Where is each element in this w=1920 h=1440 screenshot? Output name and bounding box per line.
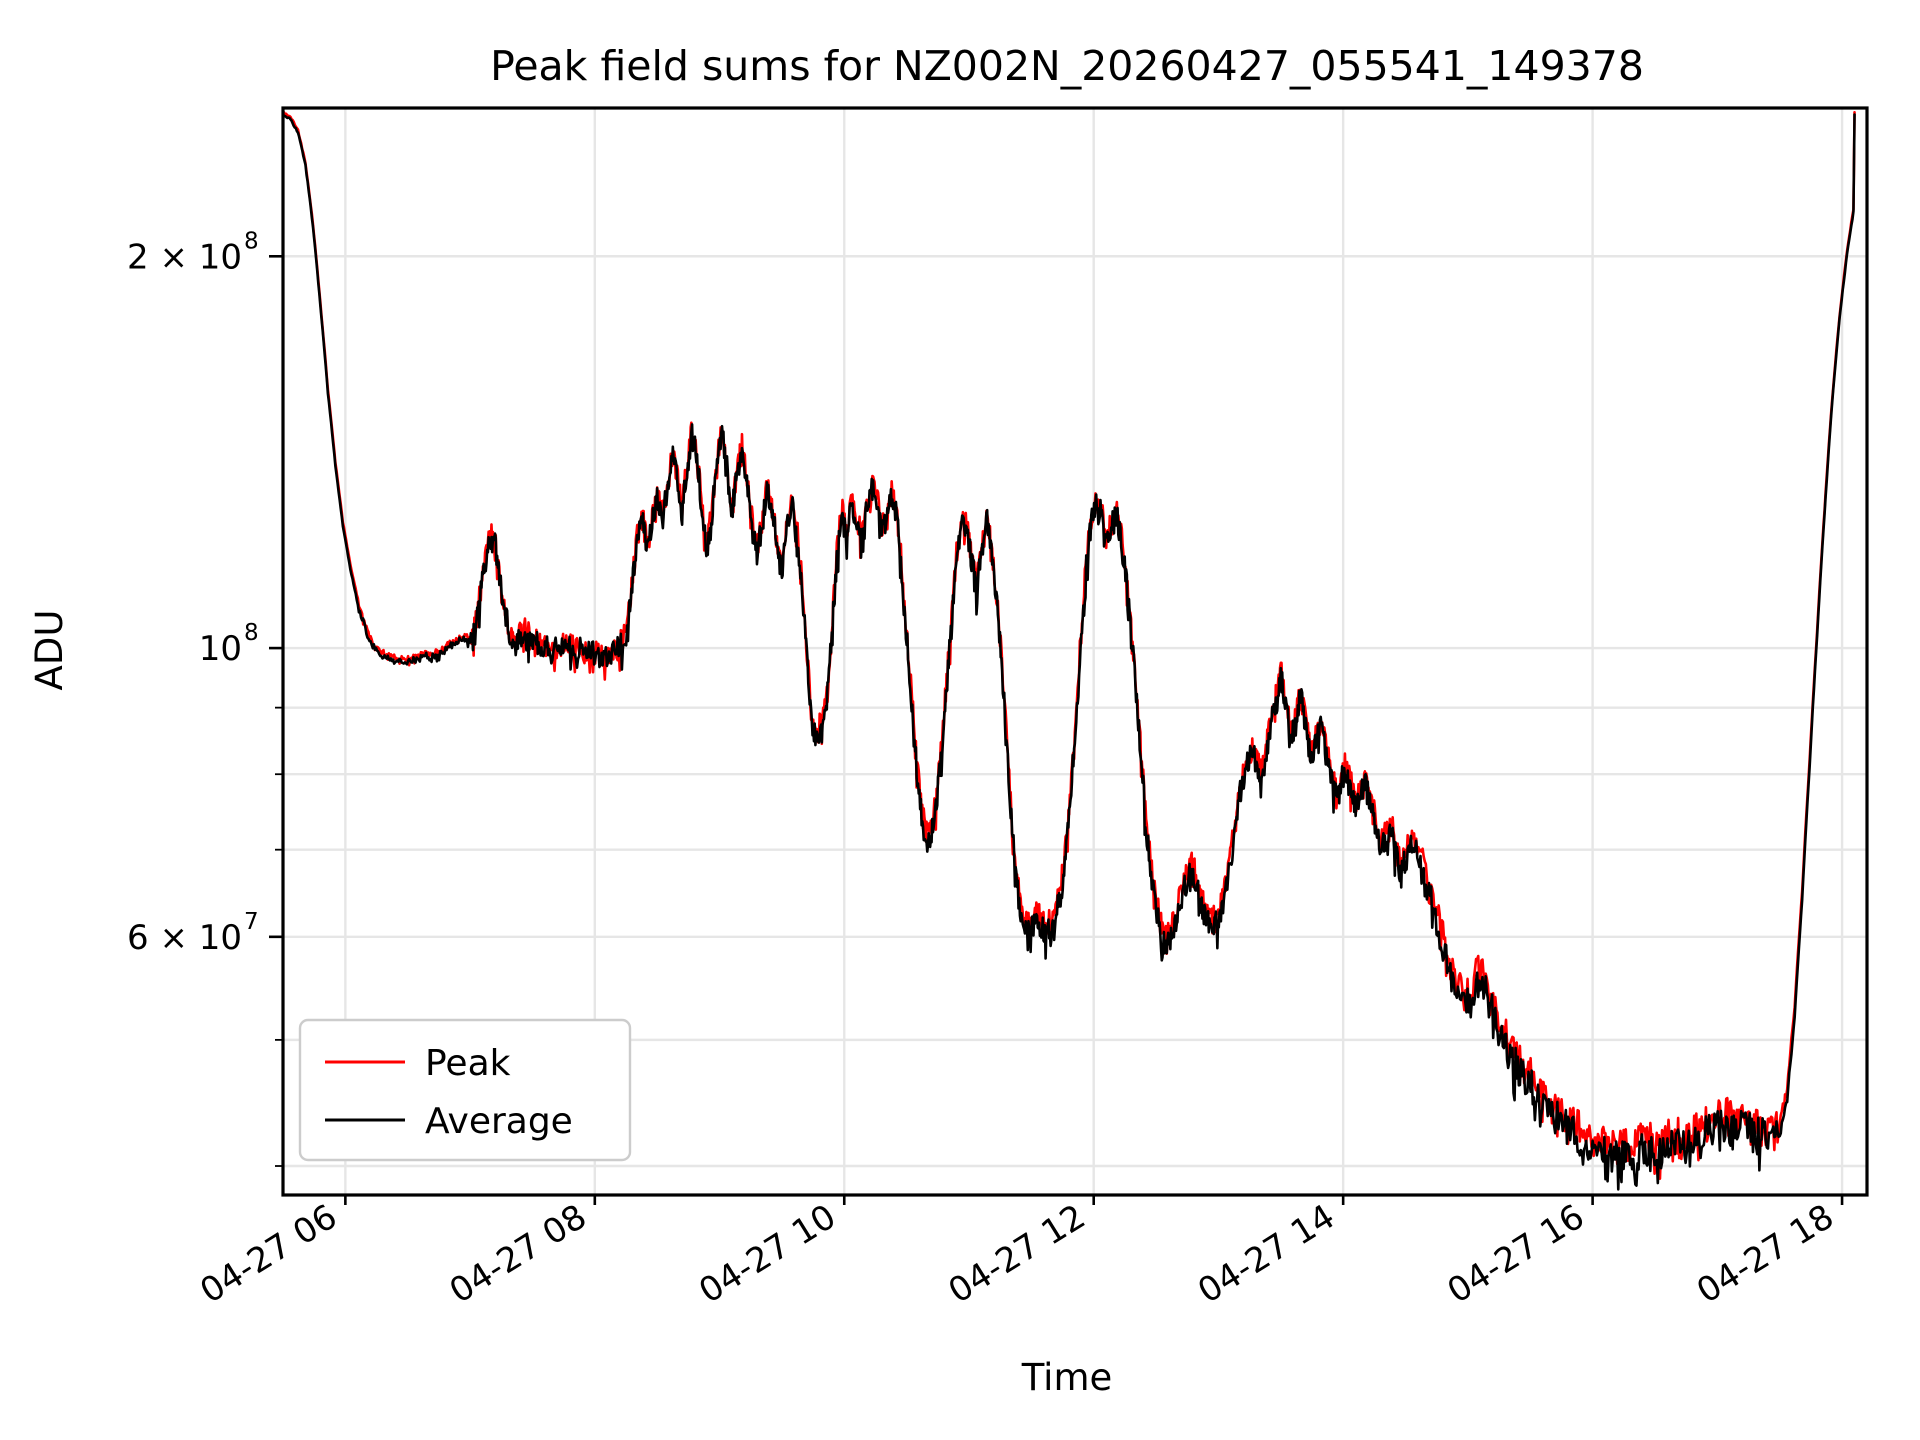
svg-text:10: 10: [199, 629, 242, 669]
series-line-average: [283, 113, 1856, 1191]
axes-spines: [281, 106, 1869, 1197]
y-tick-label: 6 × 10 7: [127, 909, 259, 958]
legend-label-average: Average: [425, 1101, 573, 1142]
svg-text:6 × 10: 6 × 10: [127, 918, 242, 958]
y-tick-label: 10 8: [199, 620, 259, 669]
x-axis-label: Time: [1021, 1356, 1113, 1399]
y-axis-label: ADU: [28, 610, 71, 691]
chart-title: Peak field sums for NZ002N_20260427_0555…: [490, 42, 1644, 90]
plot-series: [283, 111, 1856, 1191]
chart-legend: Peak Average: [298, 1018, 632, 1162]
svg-text:2 × 10: 2 × 10: [127, 237, 242, 277]
legend-box: [298, 1018, 632, 1162]
svg-text:8: 8: [244, 620, 259, 646]
svg-text:7: 7: [244, 909, 259, 935]
y-tick-label: 2 × 10 8: [127, 228, 259, 277]
svg-text:8: 8: [244, 228, 259, 254]
y-axis-ticks: 2 × 10 810 86 × 10 7: [127, 228, 283, 1167]
legend-label-peak: Peak: [425, 1043, 511, 1084]
